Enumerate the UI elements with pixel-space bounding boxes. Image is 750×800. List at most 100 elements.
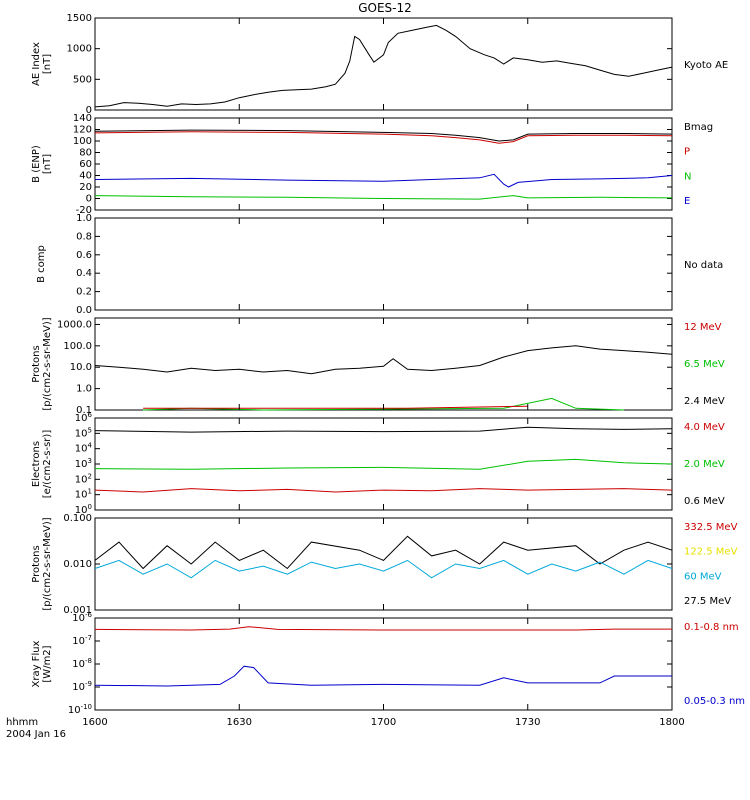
- legend-entry: 60 MeV: [684, 571, 722, 582]
- y-axis-label: [e/(cm2-s-sr)]: [42, 430, 53, 499]
- y-tick-label: 100: [73, 136, 92, 147]
- legend-entry: P: [684, 147, 690, 158]
- y-tick-label: 0: [86, 194, 92, 205]
- panel-3: 0.0 0.2 0.4 0.6 0.8 1.0 B comp No data: [36, 213, 723, 316]
- series-line: [94, 458, 673, 470]
- y-axis-label: Protons: [31, 545, 42, 582]
- y-tick-label: 0: [86, 105, 92, 116]
- legend-entry: 27.5 MeV: [684, 596, 731, 607]
- series-line: [94, 131, 673, 144]
- series-line: [94, 195, 673, 200]
- chart-title: GOES-12: [358, 1, 412, 15]
- legend-entry: 332.5 MeV: [684, 522, 738, 533]
- series-line: [94, 345, 673, 375]
- y-tick-label: 105: [75, 426, 92, 439]
- x-axis-date-label: 2004 Jan 16: [6, 729, 66, 740]
- y-tick-label: 0.010: [63, 559, 92, 570]
- legend-entry: 2.0 MeV: [684, 459, 725, 470]
- series-line: [94, 559, 673, 579]
- y-tick-label: 0.001: [63, 605, 92, 616]
- x-tick-label: 1800: [659, 717, 684, 728]
- y-axis-label: [p/(cm2-s-sr-MeV)]: [42, 517, 53, 610]
- y-tick-label: 0.4: [76, 268, 92, 279]
- legend-entry: 6.5 MeV: [684, 359, 725, 370]
- y-axis-label: [W/m2]: [42, 645, 53, 682]
- y-tick-label: 1.0: [76, 213, 92, 224]
- panel-frame: [94, 617, 673, 711]
- y-tick-label: 1000: [67, 44, 92, 55]
- y-axis-label: [nT]: [42, 154, 53, 174]
- y-tick-label: 20: [79, 182, 92, 193]
- legend-entry: 2.4 MeV: [684, 396, 725, 407]
- y-tick-label: 102: [75, 472, 92, 485]
- y-tick-label: 40: [79, 171, 92, 182]
- legend-entry: 122.5 MeV: [684, 547, 738, 558]
- legend-entry: No data: [684, 260, 723, 271]
- panel-frame: [94, 517, 673, 611]
- y-axis-label: Protons: [31, 345, 42, 382]
- y-tick-label: 104: [75, 442, 93, 455]
- y-tick-label: -20: [76, 205, 92, 216]
- legend-entry: Bmag: [684, 122, 713, 133]
- panel-frame: [94, 17, 673, 111]
- series-line: [94, 173, 673, 188]
- y-tick-label: 10.0: [70, 362, 92, 373]
- series-line: [94, 24, 673, 108]
- legend-entry: 0.6 MeV: [684, 496, 725, 507]
- legend-entry: Kyoto AE: [684, 60, 728, 71]
- y-tick-label: 10-7: [72, 634, 92, 647]
- legend-entry: 0.05-0.3 nm: [684, 696, 745, 707]
- panel-1: 0 500 1000 1500 AE Index [nT] Kyoto AE: [31, 13, 728, 116]
- x-axis: 1600 1630 1700 1730 1800: [82, 18, 685, 728]
- panel-frame: [94, 217, 673, 311]
- y-tick-label: 500: [73, 74, 92, 85]
- y-tick-label: 1000.0: [57, 319, 92, 330]
- y-tick-label: 120: [73, 125, 92, 136]
- legend-entry: N: [684, 171, 691, 182]
- series-line: [143, 405, 528, 409]
- y-tick-label: 0.100: [63, 513, 92, 524]
- y-tick-label: 0.1: [76, 405, 92, 416]
- y-tick-label: 0.0: [76, 305, 92, 316]
- panel-frame: [94, 317, 673, 411]
- y-axis-label: AE Index: [31, 42, 42, 86]
- y-tick-label: 10-10: [68, 703, 92, 716]
- y-tick-label: 1500: [67, 13, 92, 24]
- x-tick-label: 1600: [82, 717, 107, 728]
- series-line: [94, 626, 672, 631]
- y-axis-label: Electrons: [31, 441, 42, 487]
- y-tick-label: 106: [75, 411, 93, 424]
- y-tick-label: 10-8: [72, 657, 92, 670]
- y-axis-label: [nT]: [42, 54, 53, 74]
- panel-7: 10-10 10-9 10-8 10-7 10-6 Xray Flux [W/m2] 0.1-…: [31, 611, 745, 716]
- y-tick-label: 100.0: [63, 341, 92, 352]
- y-tick-label: 0.8: [76, 231, 92, 242]
- x-axis-row-label: hhmm: [6, 717, 38, 728]
- legend-entry: 4.0 MeV: [684, 422, 725, 433]
- y-tick-label: 0.6: [76, 250, 92, 261]
- panel-4: 0.1 1.0 10.0 100.0 1000.0 Protons [p/(cm2-s-sr…: [31, 317, 725, 416]
- x-tick-label: 1630: [227, 717, 252, 728]
- series-line: [94, 426, 673, 433]
- y-tick-label: 1.0: [76, 384, 92, 395]
- y-axis-label: B comp: [36, 245, 47, 283]
- series-line: [94, 535, 673, 570]
- y-tick-label: 10-6: [72, 611, 92, 624]
- y-tick-label: 60: [79, 159, 92, 170]
- y-tick-label: 103: [75, 457, 92, 470]
- legend-entry: 12 MeV: [684, 322, 722, 333]
- panel-6: 0.001 0.010 0.100 Protons [p/(cm2-s-sr-MeV)]…: [31, 513, 738, 616]
- x-tick-label: 1730: [515, 717, 540, 728]
- x-tick-label: 1700: [371, 717, 396, 728]
- series-line: [94, 129, 673, 142]
- y-axis-label: B (ENP): [31, 145, 42, 183]
- legend-entry: 0.1-0.8 nm: [684, 622, 739, 633]
- y-tick-label: 101: [75, 488, 92, 501]
- y-tick-label: 0.2: [76, 287, 92, 298]
- y-axis-label: [p/(cm2-s-sr-MeV)]: [42, 317, 53, 410]
